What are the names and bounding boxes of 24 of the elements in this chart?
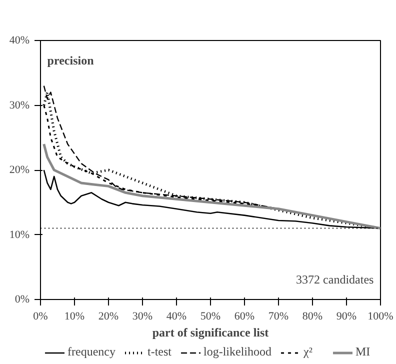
- legend-label: t-test: [147, 344, 172, 360]
- x-tick-label: 70%: [268, 310, 289, 322]
- x-tick-label: 50%: [200, 310, 221, 322]
- y-tick-label: 40%: [9, 34, 30, 46]
- legend-label: frequency: [68, 344, 116, 360]
- x-tick-label: 30%: [132, 310, 153, 322]
- legend-label: MI: [355, 344, 372, 360]
- y-tick-label: 10%: [9, 228, 30, 241]
- x-axis-title: part of significance list: [152, 326, 269, 340]
- x-tick-label: 90%: [336, 310, 357, 322]
- annotation: 3372 candidates: [296, 272, 374, 287]
- x-tick-label: 0%: [33, 310, 48, 322]
- text: precision: [47, 53, 94, 68]
- y-tick-label: 0%: [14, 294, 30, 306]
- x-tick-label: 60%: [234, 310, 255, 322]
- y-tick-label: 30%: [9, 99, 30, 112]
- y-tick-label: 20%: [9, 164, 30, 176]
- x-tick-label: 40%: [166, 310, 187, 322]
- legend-label: χ²: [303, 344, 314, 360]
- x-tick-label: 100%: [368, 310, 394, 322]
- x-tick-label: 20%: [98, 310, 119, 322]
- x-tick-label: 10%: [64, 310, 85, 322]
- x-tick-label: 80%: [302, 310, 323, 322]
- legend-label: log-likelihood: [203, 344, 272, 360]
